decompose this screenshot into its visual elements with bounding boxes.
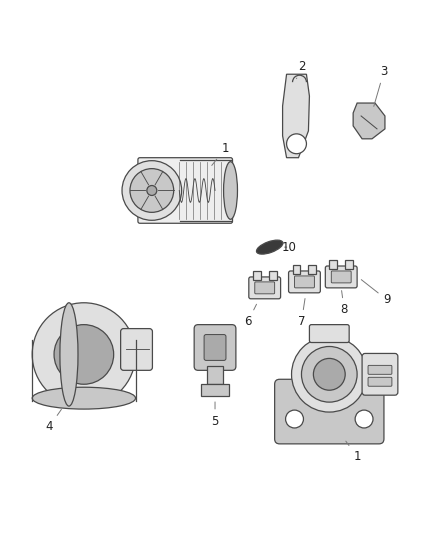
Polygon shape [283, 74, 309, 158]
Circle shape [54, 325, 114, 384]
Circle shape [147, 185, 157, 196]
Circle shape [355, 410, 373, 428]
Text: 4: 4 [46, 409, 61, 433]
Text: 5: 5 [212, 402, 219, 427]
FancyBboxPatch shape [362, 353, 398, 395]
Circle shape [301, 346, 357, 402]
FancyBboxPatch shape [268, 271, 277, 280]
FancyBboxPatch shape [308, 265, 316, 274]
FancyBboxPatch shape [253, 271, 261, 280]
Ellipse shape [32, 387, 135, 409]
FancyBboxPatch shape [207, 366, 223, 384]
FancyBboxPatch shape [255, 282, 275, 294]
Text: 6: 6 [244, 304, 257, 328]
Circle shape [130, 168, 174, 212]
Ellipse shape [60, 303, 78, 406]
FancyBboxPatch shape [368, 377, 392, 386]
FancyBboxPatch shape [294, 276, 314, 288]
FancyBboxPatch shape [325, 266, 357, 288]
Text: 2: 2 [297, 60, 305, 78]
FancyBboxPatch shape [329, 260, 337, 269]
FancyBboxPatch shape [249, 277, 281, 299]
FancyBboxPatch shape [289, 271, 320, 293]
FancyBboxPatch shape [194, 325, 236, 370]
FancyBboxPatch shape [309, 325, 349, 343]
Circle shape [32, 303, 135, 406]
Polygon shape [353, 103, 385, 139]
Ellipse shape [257, 240, 283, 254]
Circle shape [292, 336, 367, 412]
Text: 3: 3 [374, 64, 388, 107]
Text: 1: 1 [346, 441, 361, 463]
Circle shape [286, 134, 307, 154]
FancyBboxPatch shape [293, 265, 300, 274]
Text: 1: 1 [212, 142, 229, 165]
FancyBboxPatch shape [204, 335, 226, 360]
Ellipse shape [223, 161, 237, 219]
FancyBboxPatch shape [201, 384, 229, 396]
Text: 7: 7 [298, 298, 305, 328]
FancyBboxPatch shape [368, 365, 392, 374]
FancyBboxPatch shape [345, 260, 353, 269]
Text: 8: 8 [340, 290, 348, 316]
FancyBboxPatch shape [120, 329, 152, 370]
FancyBboxPatch shape [275, 379, 384, 444]
Circle shape [314, 358, 345, 390]
Circle shape [286, 410, 304, 428]
FancyBboxPatch shape [138, 158, 233, 223]
Text: 10: 10 [282, 240, 297, 254]
FancyBboxPatch shape [331, 271, 351, 283]
Text: 9: 9 [361, 280, 391, 306]
Circle shape [122, 160, 182, 220]
